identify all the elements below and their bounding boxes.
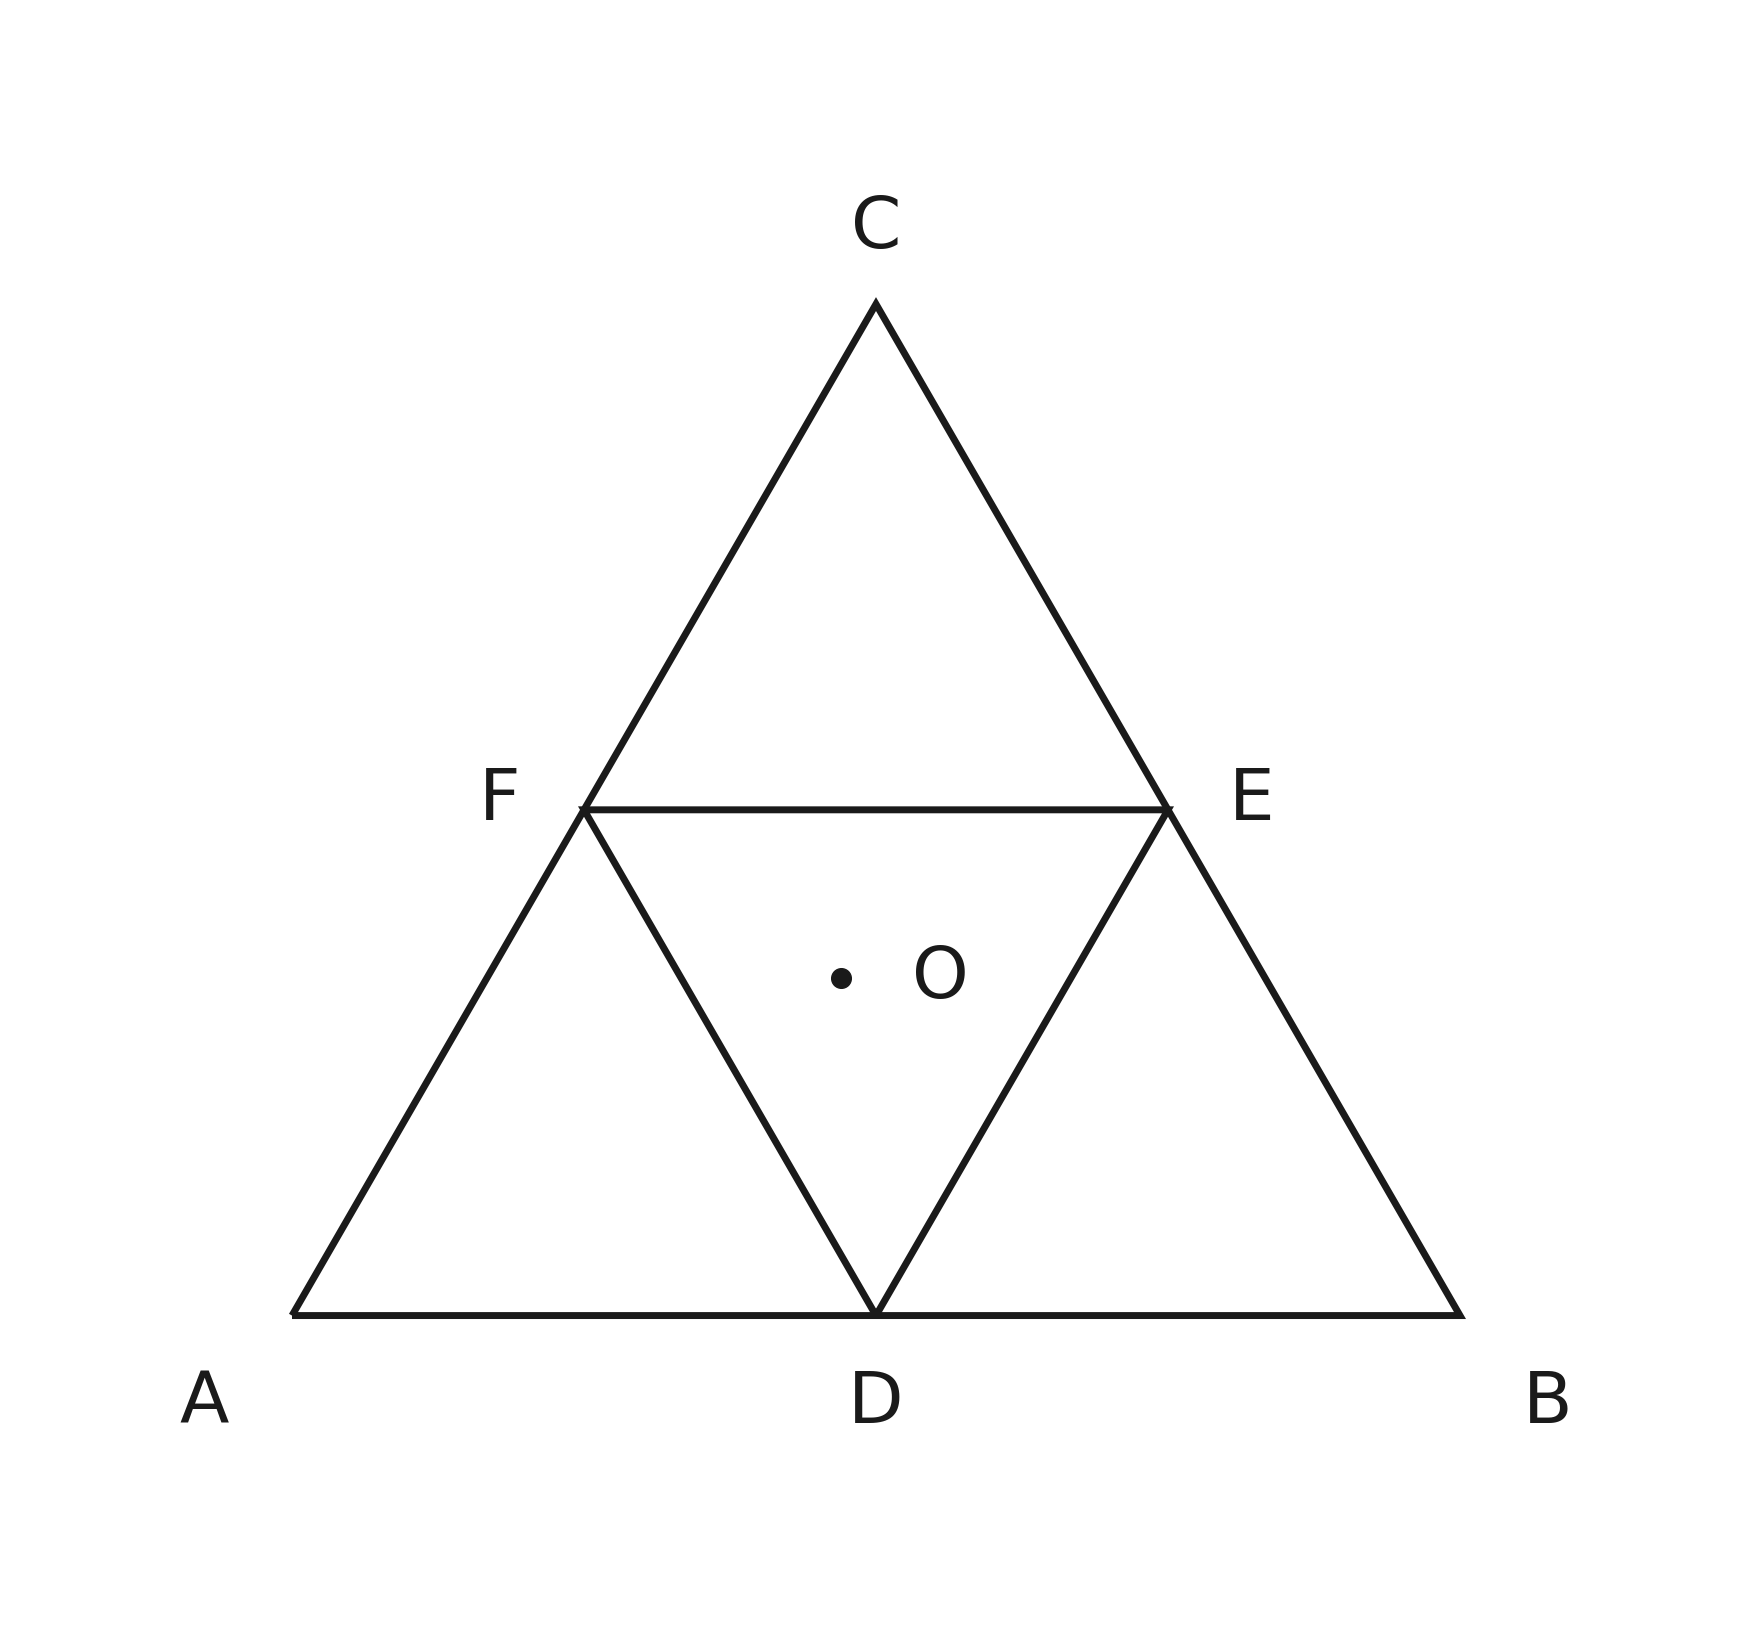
Text: D: D	[848, 1368, 904, 1437]
Text: O: O	[911, 944, 969, 1013]
Text: C: C	[851, 193, 901, 262]
Text: A: A	[180, 1368, 230, 1437]
Text: F: F	[478, 766, 520, 835]
Text: B: B	[1522, 1368, 1572, 1437]
Text: E: E	[1230, 766, 1275, 835]
Point	[827, 965, 855, 992]
